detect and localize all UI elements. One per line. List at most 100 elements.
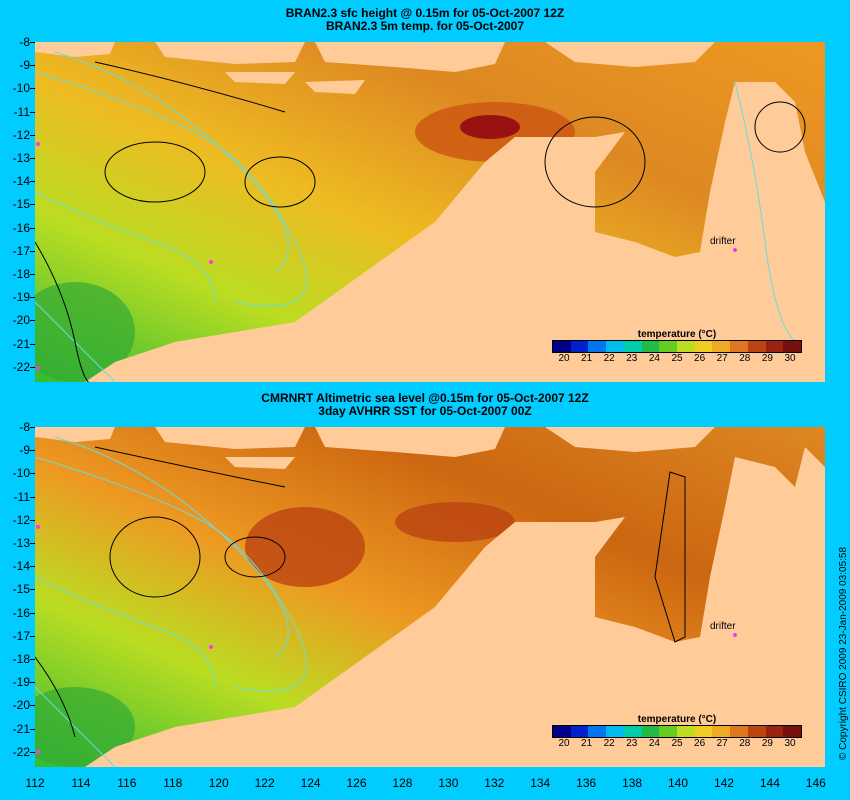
colorbar-tick-label: 24	[648, 738, 660, 749]
drifter-label: drifter	[710, 236, 736, 247]
island	[155, 42, 305, 64]
island	[315, 427, 505, 457]
colorbar-tick-label: 21	[581, 738, 593, 749]
x-tick-label: 134	[530, 776, 551, 790]
x-tick-label: 124	[300, 776, 321, 790]
colorbar-tick-label: 22	[603, 353, 615, 364]
drifter-label: drifter	[710, 621, 736, 632]
y-tick-label: -15	[12, 197, 30, 212]
colorbar-tick-label: 22	[603, 738, 615, 749]
y-tick-label: -12	[12, 127, 30, 142]
bathymetry-contours	[35, 436, 307, 767]
y-tick-label: -18	[12, 267, 30, 281]
x-tick-label: 132	[484, 776, 505, 790]
y-tick	[30, 612, 35, 614]
island	[155, 427, 305, 449]
y-tick-label: -11	[13, 489, 30, 504]
colorbar-tick-label: 30	[784, 353, 796, 364]
y-tick-label: -13	[12, 536, 30, 550]
x-tick-label: 122	[254, 776, 275, 790]
y-tick-label: -20	[12, 698, 30, 713]
y-tick	[30, 751, 35, 753]
y-tick	[30, 705, 35, 707]
y-tick	[30, 589, 35, 591]
y-tick-label: -13	[12, 151, 30, 165]
x-tick-label: 114	[71, 776, 91, 790]
copyright-text: © Copyright CSIRO 2009 23-Jan-2009 03:05…	[838, 546, 849, 760]
y-tick-label: -17	[12, 243, 30, 258]
y-tick-label: -16	[12, 220, 30, 235]
x-tick-label: 142	[713, 776, 734, 790]
y-tick	[30, 134, 35, 136]
x-tick-label: 144	[759, 776, 780, 790]
x-tick-label: 116	[117, 776, 137, 790]
colorbar-tick-label: 27	[716, 738, 728, 749]
y-tick	[30, 473, 35, 475]
bottom-map-panel	[35, 427, 825, 767]
colorbar-tick-label: 27	[716, 353, 728, 364]
drifter-markers	[36, 525, 737, 754]
y-tick	[30, 366, 35, 368]
y-tick-label: -10	[12, 466, 30, 481]
colorbar-tick-label: 23	[626, 353, 638, 364]
island	[225, 457, 295, 469]
y-tick-label: -10	[12, 81, 30, 96]
y-tick-label: -22	[12, 359, 30, 374]
island	[315, 42, 505, 72]
x-tick-label: 130	[438, 776, 459, 790]
y-tick-label: -16	[12, 605, 30, 620]
y-tick	[30, 297, 35, 299]
colorbar-tick-label: 26	[694, 738, 706, 749]
sea-level-contours	[35, 61, 806, 382]
colorbar-tick-label: 29	[761, 738, 773, 749]
bottom-panel-title-2: 3day AVHRR SST for 05-Oct-2007 00Z	[318, 404, 532, 418]
y-tick-label: -19	[12, 675, 30, 690]
y-tick-label: -11	[13, 104, 30, 119]
y-tick-label: -19	[12, 290, 30, 305]
island	[545, 427, 715, 452]
x-tick-label: 118	[163, 776, 183, 790]
top-map-panel	[35, 42, 825, 382]
x-tick-label: 128	[392, 776, 413, 790]
sea-level-contours	[35, 446, 686, 738]
y-tick	[30, 42, 35, 43]
y-tick	[30, 65, 35, 67]
colorbar-tick-label: 23	[626, 738, 638, 749]
colorbar-ticks: 20 21 22 23 24 25 26 27 28 29 30	[552, 738, 802, 752]
y-tick	[30, 519, 35, 521]
y-tick	[30, 343, 35, 345]
y-tick	[30, 88, 35, 90]
y-tick	[30, 158, 35, 159]
y-tick-label: -9	[19, 58, 30, 73]
y-tick-label: -8	[19, 35, 30, 49]
colorbar-tick-label: 30	[784, 738, 796, 749]
y-tick	[30, 250, 35, 252]
y-tick	[30, 496, 35, 498]
island	[305, 80, 365, 94]
island	[225, 72, 295, 84]
australia-landmass	[85, 82, 825, 382]
top-panel-title-1: BRAN2.3 sfc height @ 0.15m for 05-Oct-20…	[285, 6, 565, 20]
colorbar-tick-label: 25	[671, 353, 683, 364]
y-tick	[30, 227, 35, 229]
y-tick	[30, 659, 35, 660]
hot-spot	[460, 115, 520, 139]
legend-title: temperature (°C)	[637, 714, 717, 725]
y-tick-label: -14	[12, 174, 30, 189]
y-tick	[30, 111, 35, 113]
bottom-map-svg	[35, 427, 825, 767]
colorbar-tick-label: 20	[558, 738, 570, 749]
y-tick-label: -15	[12, 582, 30, 597]
colorbar-tick-label: 21	[581, 353, 593, 364]
colorbar-tick-label: 20	[558, 353, 570, 364]
legend-title: temperature (°C)	[637, 329, 717, 340]
y-tick-label: -12	[12, 512, 30, 527]
y-tick-label: -22	[12, 744, 30, 759]
australia-landmass	[85, 447, 825, 767]
y-tick-label: -9	[19, 443, 30, 458]
y-tick	[30, 320, 35, 322]
y-tick-label: -20	[12, 313, 30, 328]
colorbar-tick-label: 28	[739, 738, 751, 749]
top-temperature-legend: temperature (°C) 20 21 22 23 24 25 26 27 28 29 30	[552, 329, 802, 367]
colorbar-tick-label: 29	[761, 353, 773, 364]
